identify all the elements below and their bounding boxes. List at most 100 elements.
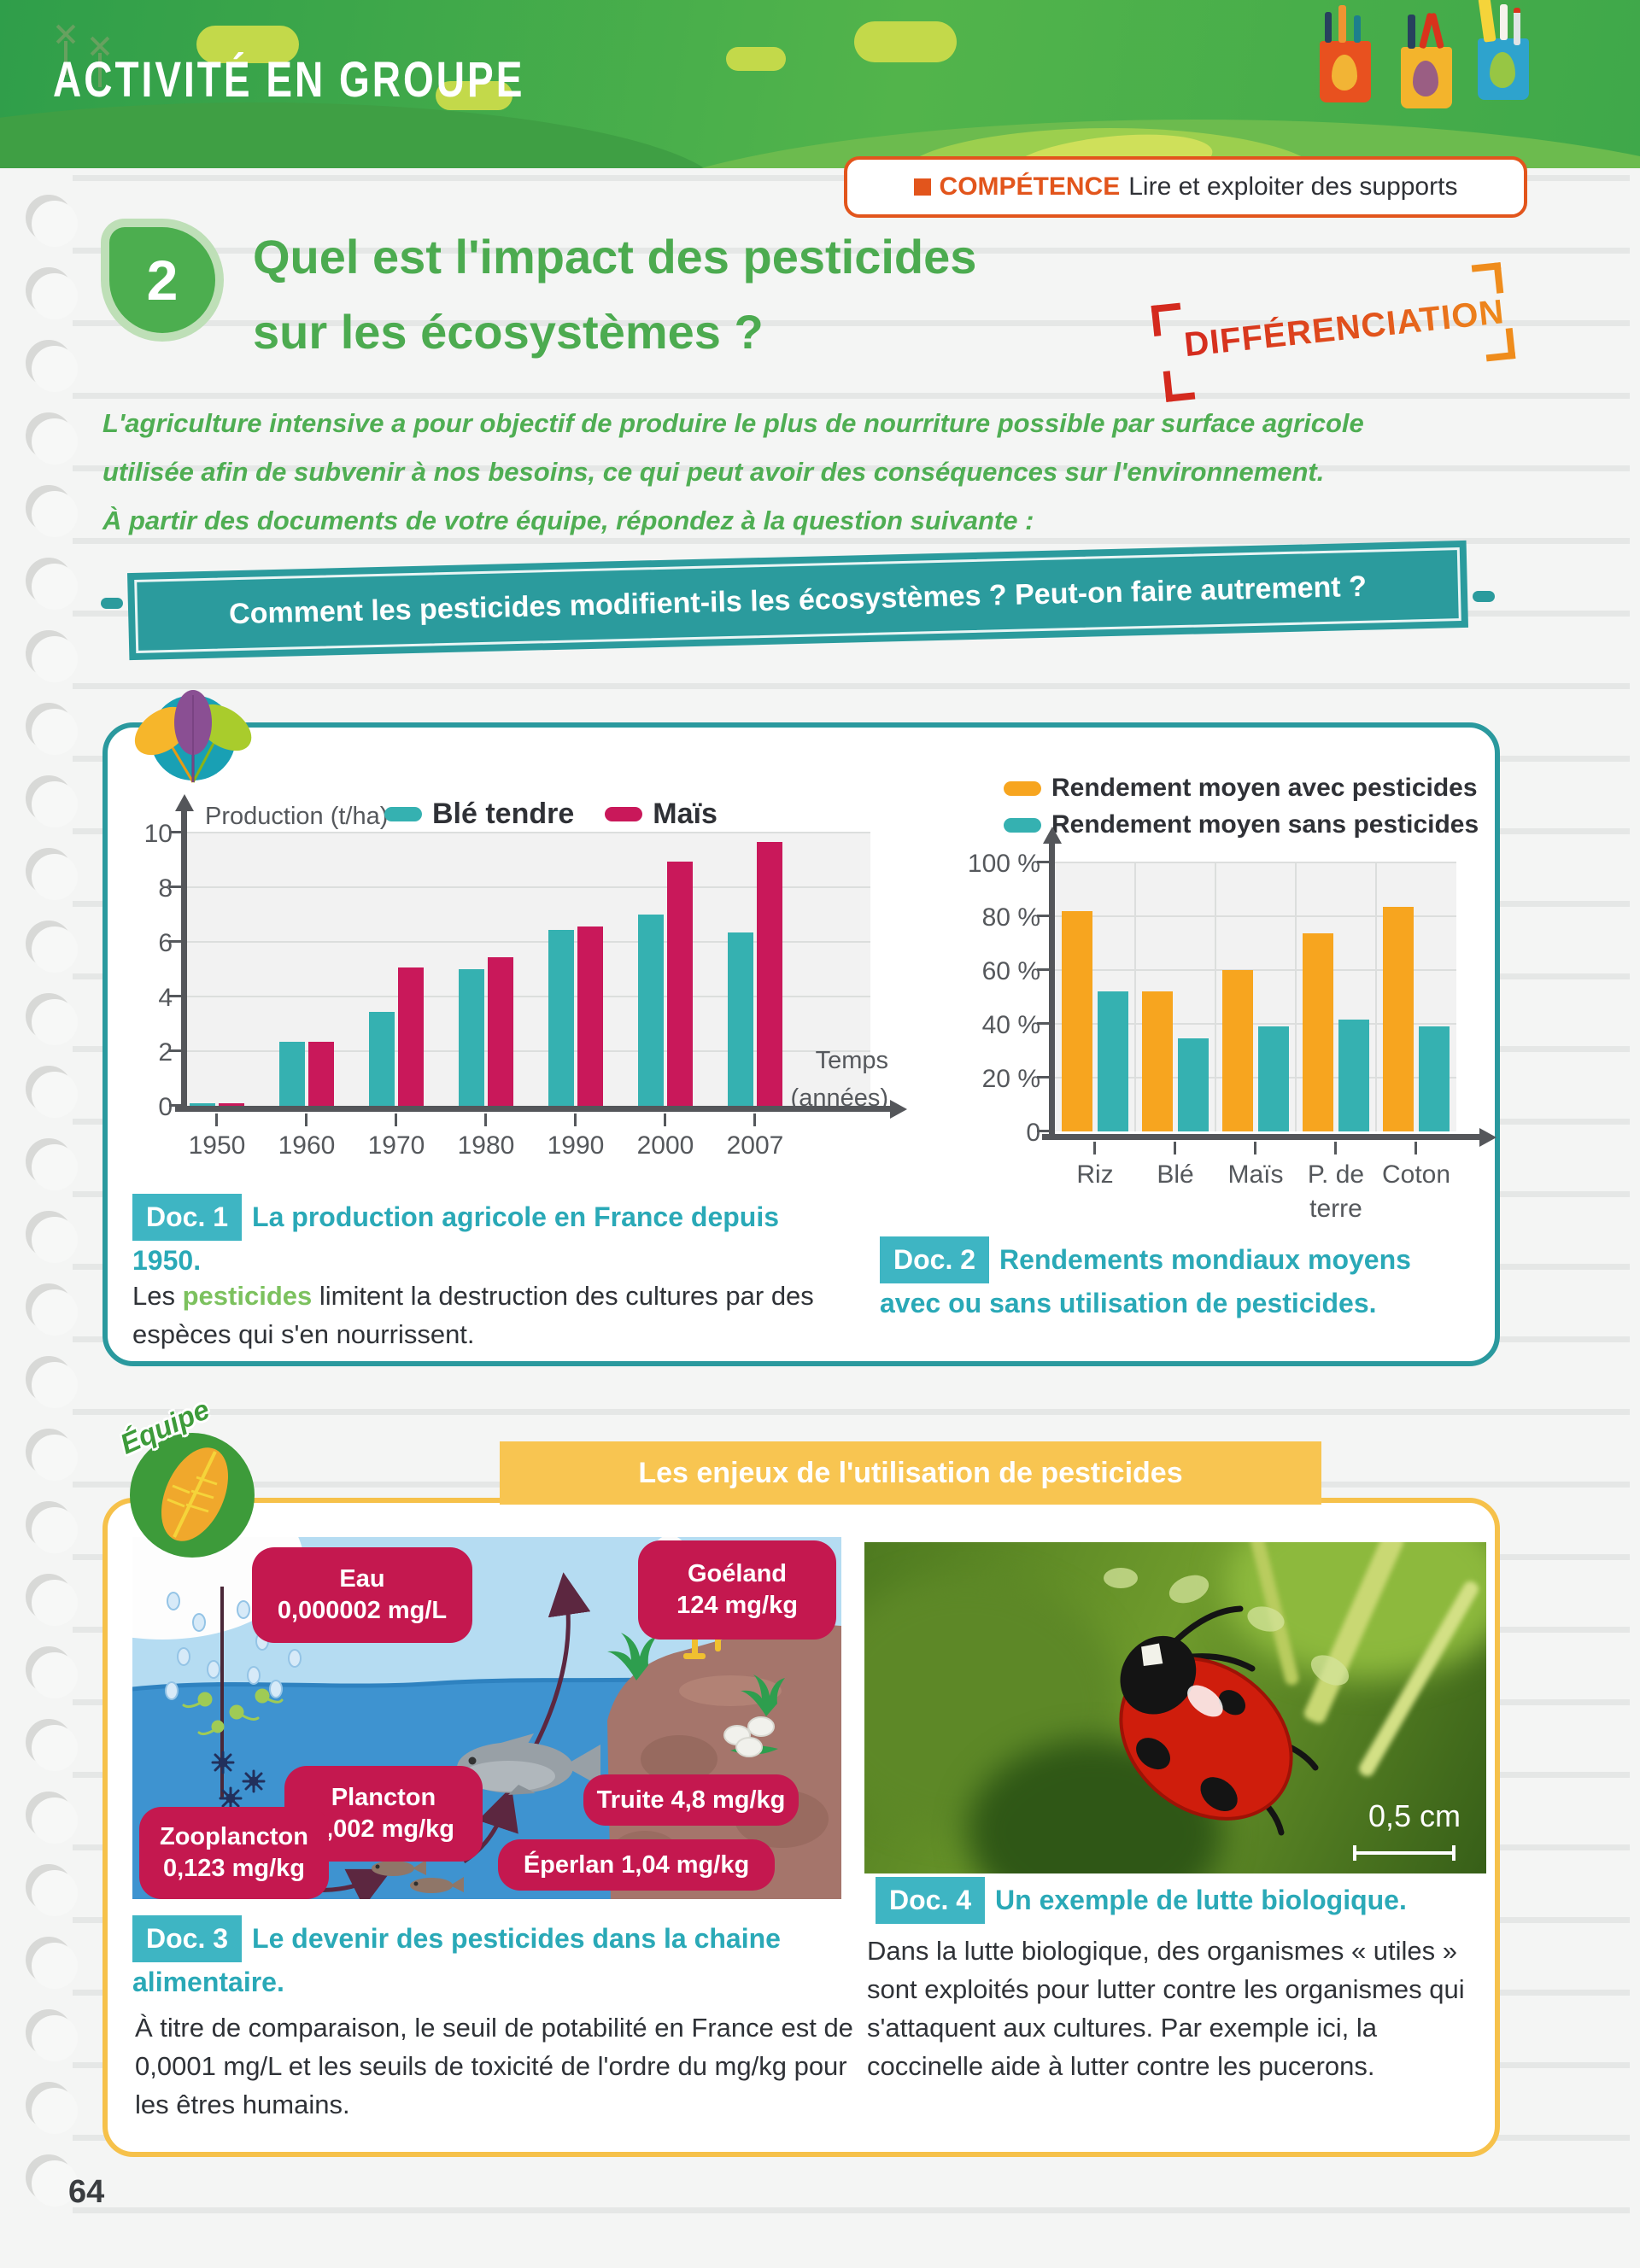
doc1-body-suffix: limitent la destruction des cultures par…: [132, 1281, 814, 1349]
doc3-badge: Doc. 3: [132, 1915, 243, 1962]
intro-line: utilisée afin de subvenir à nos besoins,…: [102, 457, 1325, 487]
label-eperlan-value: Éperlan 1,04 mg/kg: [523, 1850, 750, 1879]
binding-hole: [26, 775, 78, 827]
bar-1980: [488, 956, 513, 1106]
legend-swatch-sans: [1004, 817, 1041, 833]
x-ticks: [957, 1142, 1520, 1155]
ytick-10: 10: [144, 820, 173, 848]
banner-dash-icon: [101, 598, 123, 609]
binding-hole: [26, 993, 78, 1045]
label-eau-value: 0,000002 mg/L: [277, 1597, 448, 1624]
question-text: Comment les pesticides modifient-ils les…: [228, 570, 1368, 630]
bar-1990: [577, 926, 603, 1106]
doc4-caption-block: Doc. 4 Un exemple de lutte biologique.: [876, 1877, 1491, 1924]
legend-swatch-mais: [605, 807, 643, 821]
y-axis-arrow-icon: [1043, 827, 1062, 844]
y-axis-arrow-icon: [175, 794, 194, 811]
label-goeland: Goéland 124 mg/kg: [638, 1540, 836, 1640]
binding-hole: [26, 1066, 78, 1118]
bar-1960: [279, 1041, 305, 1106]
binding-hole: [26, 1429, 78, 1481]
bar-1990: [548, 929, 574, 1106]
xtick-Blé: Blé: [1157, 1160, 1194, 1189]
team-leaf-icon: [130, 1433, 255, 1558]
xtick-1970: 1970: [367, 1131, 425, 1160]
binding-hole: [26, 2082, 78, 2134]
ytick-8: 8: [158, 874, 173, 903]
ytick-2: 2: [158, 1038, 173, 1067]
pencil-pot-icon: [1320, 5, 1371, 102]
stamp-text: DIFFÉRENCIATION: [1182, 293, 1507, 365]
cloud-icon: [854, 21, 957, 62]
hill-left: [0, 102, 726, 168]
binding-hole: [26, 921, 78, 973]
binding-hole: [26, 485, 78, 537]
xtick-2007: 2007: [726, 1131, 784, 1160]
label-zooplancton: Zooplancton 0,123 mg/kg: [139, 1807, 329, 1899]
x-axis-arrow-icon: [1479, 1128, 1496, 1147]
ytick-0: 0: [158, 1093, 173, 1121]
binding-hole: [26, 2009, 78, 2061]
x-tick-labels: 1950 1960 1970 1980 1990 2000 2007: [137, 1129, 910, 1172]
binding-hole: [26, 1646, 78, 1698]
xtick-1950: 1950: [188, 1131, 246, 1160]
chart-rendements-mondiaux: Rendement moyen avec pesticides Rendemen…: [957, 767, 1520, 1232]
label-truite: Truite 4,8 mg/kg: [583, 1774, 799, 1826]
xtick-2000: 2000: [636, 1131, 694, 1160]
legend-swatch-ble: [384, 807, 422, 821]
ladybug-illustration: [1104, 1568, 1350, 1836]
cloud-icon: [436, 81, 512, 110]
binding-hole: [26, 340, 78, 392]
xtick-1990: 1990: [547, 1131, 605, 1160]
doc4-photo-ladybug: 0,5 cm: [864, 1542, 1486, 1873]
chart2-legend: Rendement moyen avec pesticides Rendemen…: [1004, 774, 1479, 839]
doc4-caption: Un exemple de lutte biologique.: [995, 1885, 1407, 1915]
doc4-badge: Doc. 4: [876, 1877, 986, 1924]
binding-hole: [26, 558, 78, 610]
bar-1970: [398, 967, 424, 1106]
competence-badge: COMPÉTENCE Lire et exploiter des support…: [844, 156, 1527, 218]
bar-Riz: [1098, 991, 1128, 1131]
doc4-body: Dans la lutte biologique, des organismes…: [867, 1936, 1465, 2081]
binding-hole: [26, 630, 78, 682]
plot-area: [1055, 862, 1456, 1131]
stamp-bracket-icon: [1151, 302, 1184, 336]
stamp-bracket-icon: [1163, 368, 1196, 402]
binding-hole: [26, 1937, 78, 1989]
bar-2007: [757, 842, 782, 1106]
legend-label: Maïs: [653, 798, 718, 830]
doc2-caption: Rendements mondiaux moyens avec ou sans …: [880, 1244, 1411, 1318]
binding-hole: [26, 195, 78, 247]
competence-label: COMPÉTENCE: [939, 172, 1121, 201]
binding-hole: [26, 1211, 78, 1263]
xtick-1980: 1980: [457, 1131, 515, 1160]
doc1-caption: La production agricole en France depuis …: [132, 1201, 780, 1276]
bar-1960: [308, 1041, 334, 1106]
cloud-icon: [726, 47, 786, 71]
bar-Coton: [1419, 1026, 1450, 1131]
doc1-caption-block: Doc. 1 La production agricole en France d…: [132, 1194, 816, 1281]
bar-2007: [728, 932, 753, 1106]
binding-hole: [26, 412, 78, 465]
ytick-80: 80 %: [981, 903, 1040, 932]
ytick-0: 0: [1026, 1119, 1040, 1147]
y-tick-labels: 0 2 4 6 8 10: [137, 820, 173, 1121]
ytick-4: 4: [158, 984, 173, 1012]
label-zooplancton-value: 0,123 mg/kg: [162, 1855, 306, 1882]
bar-Riz: [1062, 910, 1092, 1131]
label-goeland-name: Goéland: [687, 1560, 787, 1587]
xtick-Riz: Riz: [1076, 1160, 1114, 1189]
wind-turbine-icon: [64, 41, 67, 75]
label-goeland-value: 124 mg/kg: [676, 1592, 798, 1619]
bar-Coton: [1383, 906, 1414, 1131]
x-tick-labels: Riz Blé Maïs P. de terre Coton: [957, 1158, 1520, 1235]
binding-hole: [26, 1283, 78, 1336]
xtick-1960: 1960: [278, 1131, 336, 1160]
bar-Blé: [1142, 991, 1173, 1131]
xtick-Coton: Coton: [1381, 1160, 1451, 1189]
pencil-pot-icon: [1478, 0, 1529, 100]
bar-Maïs: [1258, 1026, 1289, 1131]
x-axis: [1042, 1134, 1482, 1140]
binding-hole: [26, 1719, 78, 1771]
